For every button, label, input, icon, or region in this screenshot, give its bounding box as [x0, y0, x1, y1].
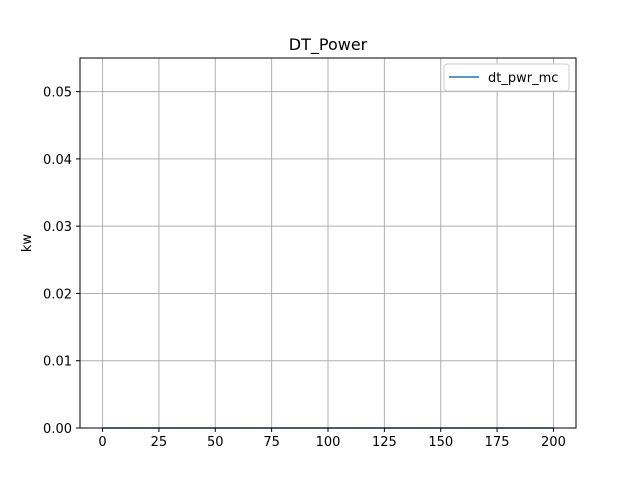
y-tick-label: 0.01: [43, 355, 72, 370]
x-tick-label: 175: [485, 435, 510, 450]
y-axis: 0.00 0.01 0.02 0.03 0.04 0.05: [43, 86, 80, 437]
x-axis: 0 25 50 75 100 125 150 175 200: [98, 428, 566, 450]
y-tick-label: 0.03: [43, 220, 72, 235]
x-tick-label: 150: [428, 435, 453, 450]
y-tick-label: 0.00: [43, 422, 72, 437]
grid: [80, 58, 576, 429]
legend: dt_pwr_mc: [443, 63, 570, 92]
x-tick-label: 200: [541, 435, 566, 450]
x-tick-label: 0: [98, 435, 106, 450]
x-tick-label: 50: [207, 435, 224, 450]
y-tick-label: 0.04: [43, 153, 72, 168]
legend-box: [443, 63, 570, 92]
x-tick-label: 75: [263, 435, 280, 450]
x-tick-label: 25: [151, 435, 168, 450]
y-tick-label: 0.05: [43, 86, 72, 101]
x-tick-label: 125: [372, 435, 397, 450]
y-axis-label: kw: [20, 234, 35, 253]
y-tick-label: 0.02: [43, 287, 72, 302]
legend-label: dt_pwr_mc: [488, 71, 558, 86]
x-tick-label: 100: [316, 435, 341, 450]
chart-title: DT_Power: [289, 35, 368, 55]
